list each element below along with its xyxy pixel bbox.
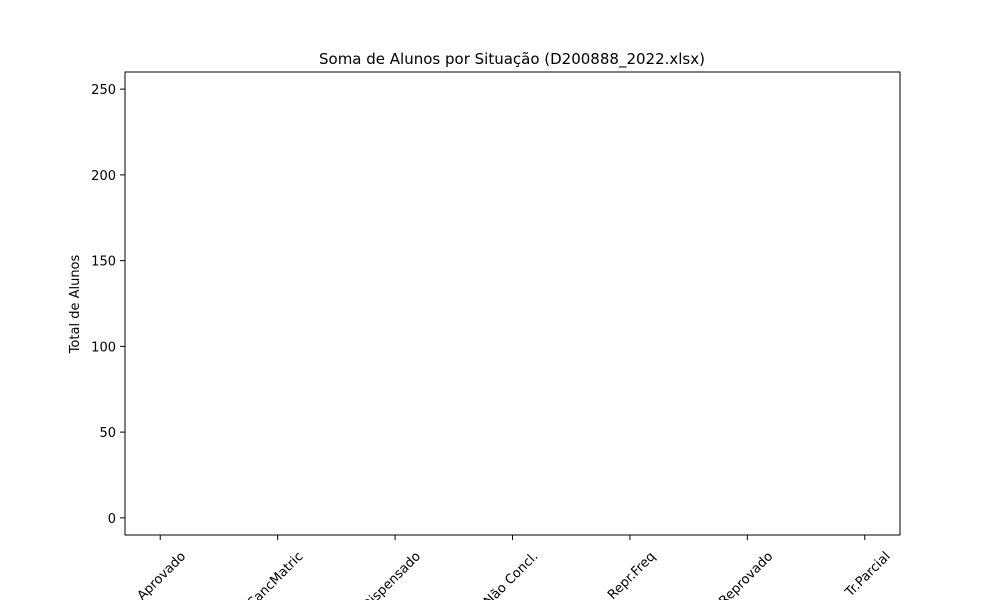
y-tick-label: 50	[99, 426, 116, 441]
y-tick-label: 150	[91, 255, 116, 270]
x-tick-label: Tr.Parcial	[842, 549, 894, 600]
chart-title: Soma de Alunos por Situação (D200888_202…	[319, 50, 705, 69]
x-tick-label: Não Concl.	[481, 549, 541, 600]
y-axis-ticks: 0 50 100 150 200 250	[91, 83, 125, 527]
y-tick-label: 100	[91, 340, 116, 355]
x-tick-label: Aprovado	[135, 549, 189, 600]
y-tick-label: 0	[108, 512, 116, 527]
y-tick-label: 250	[91, 83, 116, 98]
x-tick-label: Repr.Freq	[605, 549, 659, 600]
y-axis-label: Total de Alunos	[68, 254, 83, 354]
plot-area-frame	[124, 71, 901, 536]
x-tick-label: Dispensado	[360, 549, 424, 600]
y-tick-label: 200	[91, 169, 116, 184]
x-tick-label: Reprovado	[716, 549, 776, 600]
x-axis-ticks: Aprovado CancMatric Dispensado Não Concl. Re…	[135, 535, 894, 604]
x-tick-label: CancMatric	[244, 549, 306, 600]
